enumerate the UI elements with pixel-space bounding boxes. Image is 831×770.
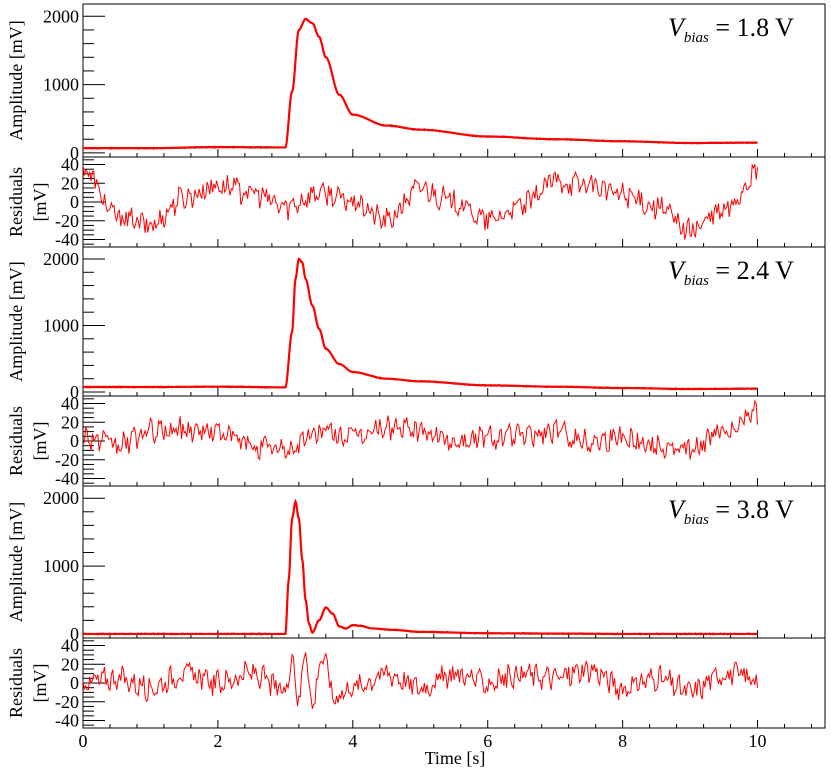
bias-subscript: bias (684, 512, 709, 528)
x-tick-label: 8 (618, 731, 627, 751)
y-axis-label: Residuals (6, 406, 26, 476)
data-line (82, 258, 758, 391)
y-axis-label: Amplitude [mV] (6, 261, 26, 381)
residual-line (82, 399, 759, 461)
bias-value: = 1.8 V (709, 13, 794, 42)
y-tick-label: 0 (70, 431, 79, 451)
y-tick-label: -40 (55, 230, 79, 250)
y-tick-label: -40 (55, 711, 79, 731)
y-axis-unit: [mV] (30, 664, 50, 703)
x-tick-label: 10 (749, 731, 767, 751)
y-axis-label: Residuals (6, 167, 26, 237)
x-axis-label: Time [s] (425, 748, 486, 768)
y-axis-label: Amplitude [mV] (6, 502, 26, 622)
y-tick-label: 40 (61, 636, 79, 656)
y-tick-label: 40 (61, 394, 79, 414)
bias-annotation: Vbias = 2.4 V (668, 256, 794, 289)
y-tick-label: -20 (55, 450, 79, 470)
x-tick-label: 4 (348, 731, 357, 751)
y-tick-label: 40 (61, 155, 79, 175)
panel-4: 0 1000 2000 Amplitude [mV] Vbias = 3.8 V (6, 485, 826, 644)
y-tick-label: 0 (70, 382, 79, 402)
y-axis-label: Residuals (6, 648, 26, 718)
x-tick-label: 2 (213, 731, 222, 751)
y-tick-label: 20 (61, 173, 79, 193)
bias-value: = 2.4 V (709, 256, 794, 285)
y-tick-label: 0 (70, 673, 79, 693)
fit-line (83, 257, 758, 391)
bias-value: = 3.8 V (709, 495, 794, 524)
panel-frame (82, 156, 826, 248)
data-line (82, 500, 758, 637)
y-axis-unit: [mV] (30, 183, 50, 222)
y-axis-label: Amplitude [mV] (6, 20, 26, 140)
panel-frame (82, 637, 826, 729)
bias-subscript: bias (684, 30, 709, 46)
y-axis-unit: [mV] (30, 422, 50, 461)
fit-line (83, 17, 758, 150)
bias-annotation: Vbias = 3.8 V (668, 495, 794, 528)
y-tick-label: -20 (55, 211, 79, 231)
fit-line (83, 498, 758, 636)
y-tick-label: 20 (61, 412, 79, 432)
y-tick-label: -20 (55, 692, 79, 712)
y-tick-label: 1000 (43, 75, 79, 95)
x-tick-label: 6 (483, 731, 492, 751)
bias-symbol: V (668, 13, 687, 42)
y-tick-label: -40 (55, 469, 79, 489)
y-tick-label: 20 (61, 654, 79, 674)
bias-symbol: V (668, 495, 687, 524)
panel-frame (82, 395, 826, 487)
x-tick-label: 0 (79, 731, 88, 751)
y-tick-label: 1000 (43, 315, 79, 335)
y-tick-label: 2000 (43, 6, 79, 26)
y-tick-label: 1000 (43, 556, 79, 576)
bias-symbol: V (668, 256, 687, 285)
y-tick-label: 0 (70, 624, 79, 644)
y-tick-label: 2000 (43, 249, 79, 269)
residual-line (82, 652, 759, 709)
bias-annotation: Vbias = 1.8 V (668, 13, 794, 46)
panel-2: 0 1000 2000 Amplitude [mV] Vbias = 2.4 V (6, 246, 826, 402)
y-tick-label: 2000 (43, 488, 79, 508)
panel-0: 0 1000 2000 Amplitude [mV] Vbias = 1.8 V (6, 3, 826, 163)
y-tick-label: 0 (70, 192, 79, 212)
residual-line (82, 163, 759, 240)
bias-subscript: bias (684, 273, 709, 289)
y-tick-label: 0 (70, 143, 79, 163)
